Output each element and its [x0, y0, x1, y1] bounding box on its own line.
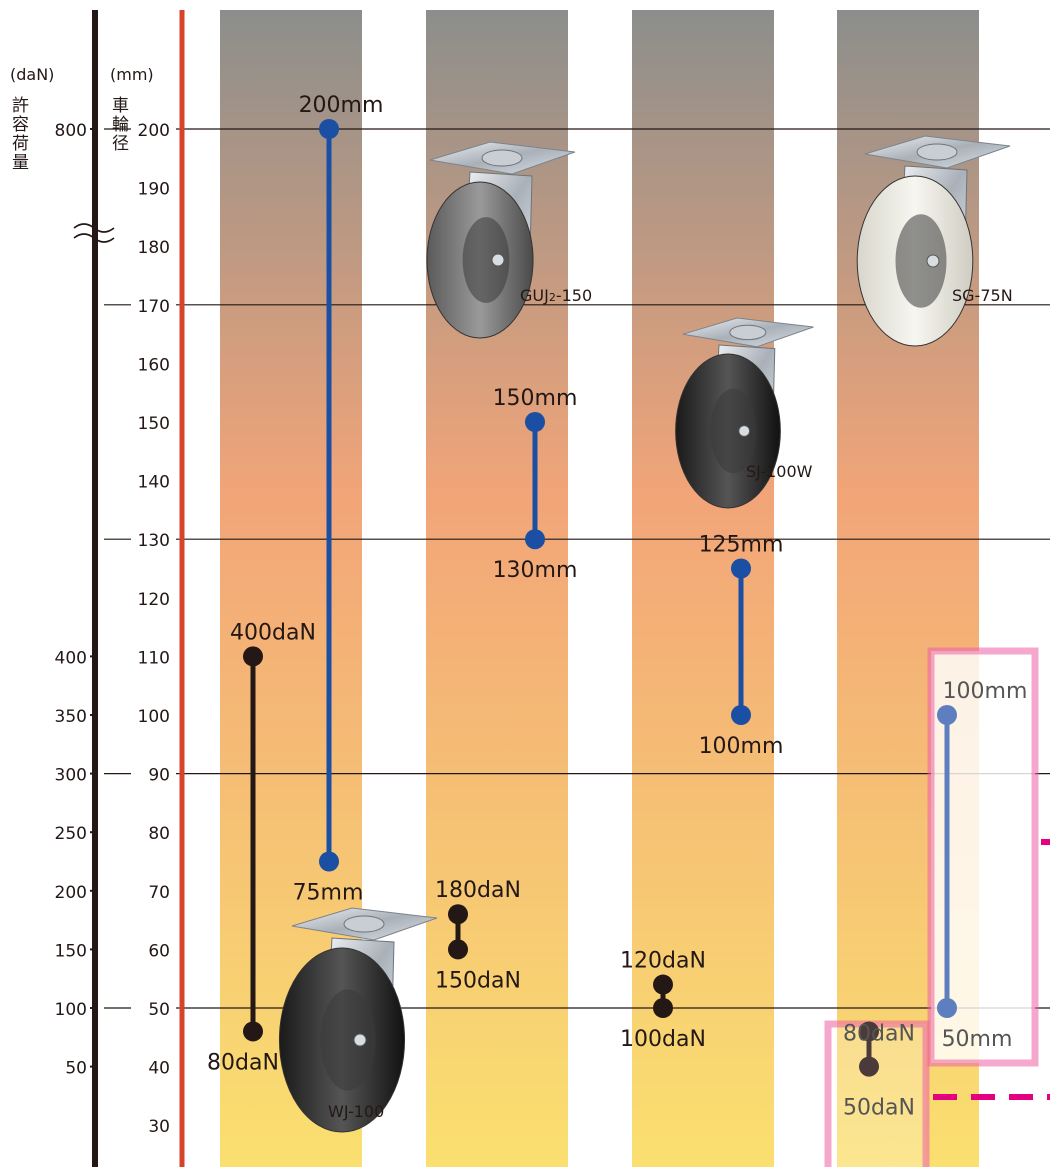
sj-100w-caster-image: [675, 317, 814, 509]
sg-75n-load-min-label: 50daN: [843, 1096, 915, 1121]
sg-75n-caster-image: [856, 135, 1011, 347]
wj-100-diameter-max-label: 200mm: [299, 93, 384, 118]
diameter-axis-title-char: 輪: [112, 115, 129, 135]
guj2-150-diameter-max-label: 150mm: [493, 386, 578, 411]
load-tick-label: 50: [65, 1059, 87, 1079]
guj2-150-caster-image: [426, 141, 576, 339]
caster-swivel: [343, 915, 385, 933]
load-tick-label: 250: [55, 824, 87, 844]
load-tick-label: 150: [55, 941, 87, 961]
diameter-tick-label: 70: [148, 883, 170, 903]
load-axis-title-char: 許: [12, 96, 29, 116]
caster-axle: [926, 254, 940, 268]
diameter-tick-label: 90: [148, 766, 170, 786]
wj-100-diameter-max-point: [319, 119, 339, 139]
diameter-tick-label: 150: [138, 414, 170, 434]
sj-100w-load-max-point: [653, 974, 673, 995]
diameter-tick-label: 180: [138, 238, 170, 258]
load-axis-unit: (daN): [10, 65, 54, 84]
sj-100w-load-min-label: 100daN: [620, 1027, 706, 1052]
background-band-3: [632, 10, 774, 1167]
diameter-axis-title-char: 径: [112, 134, 129, 154]
diameter-tick-label: 200: [138, 121, 170, 141]
guj2-150-load-max-label: 180daN: [435, 878, 521, 903]
caster-hub: [462, 217, 510, 303]
sg-75n-load-min-point: [859, 1056, 879, 1077]
load-tick-label: 200: [55, 883, 87, 903]
sj-100w-diameter-max-point: [731, 558, 751, 579]
diameter-tick-label: 80: [148, 824, 170, 844]
wj-100-diameter-min-label: 75mm: [293, 881, 364, 906]
sg-75n-diameter-max-label: 100mm: [943, 679, 1028, 704]
guj2-150-diameter-min-point: [525, 529, 545, 550]
wj-100-load-max-label: 400daN: [230, 620, 316, 645]
axis-break-symbol: [73, 223, 115, 233]
sg-75n-diameter-min-point: [937, 998, 957, 1018]
load-axis-title-char: 荷: [12, 134, 29, 154]
wj-100-load-max-point: [243, 646, 263, 667]
sg-75n-model-label: SG-75N: [952, 286, 1013, 305]
guj2-150-load-max-point: [448, 904, 468, 925]
load-tick-label: 100: [55, 1000, 87, 1020]
sg-75n-diameter-min-label: 50mm: [942, 1027, 1013, 1052]
caster-axle: [491, 253, 505, 267]
diameter-tick-label: 40: [148, 1059, 170, 1079]
sg-75n-load-highlight: [824, 1020, 930, 1167]
caster-hub: [895, 214, 947, 308]
diameter-tick-label: 140: [138, 473, 170, 493]
diameter-tick-label: 30: [148, 1117, 170, 1137]
diameter-tick-label: 190: [138, 180, 170, 200]
diameter-tick-label: 100: [138, 707, 170, 727]
sg-75n-diameter-max-point: [937, 705, 957, 725]
caster-hub: [710, 388, 757, 474]
diameter-tick-label: 110: [138, 648, 170, 668]
diameter-tick-label: 60: [148, 941, 170, 961]
sj-100w-diameter-max-label: 125mm: [699, 533, 784, 558]
diameter-tick-label: 170: [138, 297, 170, 317]
guj2-150-diameter-max-point: [525, 412, 545, 432]
sj-100w-load-min-point: [653, 998, 673, 1018]
caster-axle: [353, 1033, 367, 1047]
load-axis-title-char: 量: [12, 153, 29, 173]
caster-swivel: [729, 324, 767, 341]
load-tick-label: 800: [55, 121, 87, 141]
wj-100-load-min-point: [243, 1021, 263, 1042]
wj-100-model-label: WJ-100: [328, 1102, 384, 1121]
guj2-150-diameter-min-label: 130mm: [493, 558, 578, 583]
load-tick-label: 400: [55, 648, 87, 668]
wj-100-load-min-label: 80daN: [207, 1050, 279, 1075]
caster-axle: [738, 425, 751, 437]
caster-swivel: [481, 149, 523, 167]
diameter-tick-label: 50: [148, 1000, 170, 1020]
caster-hub: [320, 989, 376, 1091]
guj2-150-model-label: GUJ2-150: [520, 286, 592, 305]
load-axis-title-char: 容: [12, 115, 29, 135]
diameter-tick-label: 130: [138, 531, 170, 551]
diameter-axis-unit: (mm): [110, 65, 154, 84]
sj-100w-diameter-min-label: 100mm: [699, 734, 784, 759]
diameter-tick-label: 120: [138, 590, 170, 610]
load-tick-label: 350: [55, 707, 87, 727]
diameter-axis-title-char: 車: [112, 96, 129, 116]
axis-break-symbol: [73, 233, 115, 243]
guj2-150-load-min-label: 150daN: [435, 968, 521, 993]
wj-100-diameter-min-point: [319, 851, 339, 872]
load-tick-label: 300: [55, 766, 87, 786]
sj-100w-diameter-min-point: [731, 705, 751, 725]
sj-100w-model-label: SJ-100W: [746, 462, 813, 481]
sg-75n-load-max-point: [859, 1021, 879, 1042]
diameter-tick-label: 160: [138, 355, 170, 375]
wj-100-caster-image: [278, 907, 438, 1133]
sj-100w-load-max-label: 120daN: [620, 949, 706, 974]
sg-75n-load-max-label: 80daN: [843, 1021, 915, 1046]
caster-swivel: [916, 143, 958, 161]
guj2-150-load-min-point: [448, 939, 468, 960]
